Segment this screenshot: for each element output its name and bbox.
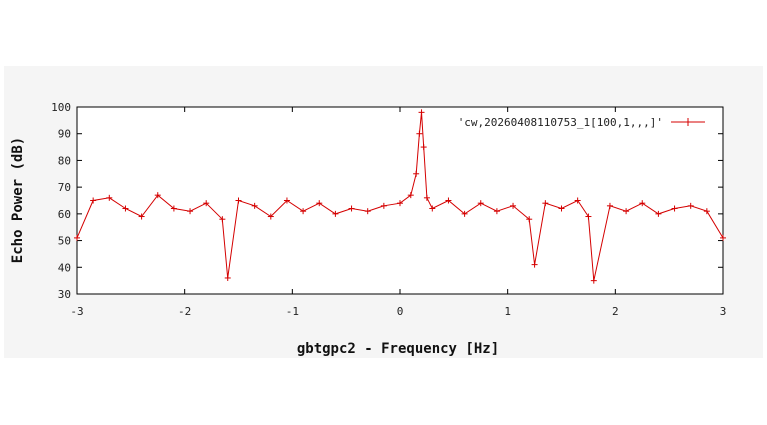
y-tick-label: 30 (58, 288, 71, 301)
data-point (585, 213, 592, 220)
data-point (531, 261, 538, 268)
data-point (526, 216, 533, 223)
data-point (224, 274, 231, 281)
x-tick-label: -2 (178, 305, 191, 318)
data-point (397, 200, 403, 207)
data-point (74, 234, 80, 241)
data-point (413, 170, 420, 177)
y-axis-ticks: 30 40 50 60 70 80 90 100 (51, 101, 723, 301)
data-point (558, 205, 565, 212)
data-point (420, 144, 427, 151)
data-point (720, 234, 726, 241)
data-point (122, 205, 129, 212)
data-point (407, 192, 414, 199)
data-point (542, 200, 549, 207)
x-tick-label: 1 (504, 305, 511, 318)
y-tick-label: 40 (58, 261, 71, 274)
data-point (418, 109, 425, 116)
data-point (154, 192, 161, 199)
data-point (251, 202, 258, 209)
data-point (445, 197, 452, 204)
data-point (461, 210, 468, 217)
data-point (267, 213, 274, 220)
data-point (510, 202, 517, 209)
data-point (300, 208, 307, 215)
data-point (90, 197, 97, 204)
y-tick-label: 80 (58, 154, 71, 167)
data-point (138, 213, 145, 220)
data-point (380, 202, 387, 209)
data-point (423, 194, 430, 201)
data-point (606, 202, 613, 209)
y-tick-label: 100 (51, 101, 71, 114)
y-tick-label: 90 (58, 128, 71, 141)
data-point (703, 208, 710, 215)
data-point (170, 205, 177, 212)
legend-label: 'cw,20260408110753_1[100,1,,,]' (458, 116, 663, 129)
data-point (106, 194, 113, 201)
data-point (348, 205, 355, 212)
data-point (655, 210, 662, 217)
y-tick-label: 70 (58, 181, 71, 194)
x-tick-label: -1 (286, 305, 299, 318)
data-point (429, 205, 436, 212)
data-point (283, 197, 290, 204)
series-markers (74, 109, 726, 284)
x-tick-label: 0 (397, 305, 404, 318)
data-point (639, 200, 646, 207)
data-point (590, 277, 597, 284)
data-point (493, 208, 500, 215)
data-point (416, 130, 423, 137)
data-point (219, 216, 226, 223)
data-point (364, 208, 371, 215)
y-tick-label: 50 (58, 235, 71, 248)
x-axis-ticks: -3 -2 -1 0 1 2 3 (70, 107, 726, 318)
data-point (187, 208, 194, 215)
data-point (623, 208, 630, 215)
data-point (574, 197, 581, 204)
data-point (332, 210, 339, 217)
data-point (203, 200, 210, 207)
legend: 'cw,20260408110753_1[100,1,,,]' (458, 116, 705, 129)
y-tick-label: 60 (58, 208, 71, 221)
x-tick-label: 3 (720, 305, 727, 318)
x-tick-label: 2 (612, 305, 619, 318)
x-axis-title: gbtgpc2 - Frequency [Hz] (297, 341, 499, 357)
data-point (477, 200, 484, 207)
y-axis-title: Echo Power (dB) (10, 137, 26, 263)
data-point (687, 202, 694, 209)
data-point (316, 200, 323, 207)
data-point (235, 197, 242, 204)
data-point (671, 205, 678, 212)
x-tick-label: -3 (70, 305, 83, 318)
